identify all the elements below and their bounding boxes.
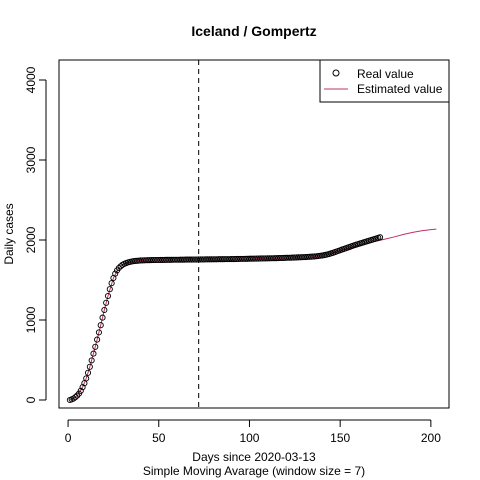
- real-value-point: [72, 394, 79, 401]
- real-value-point: [74, 392, 81, 399]
- real-value-point: [92, 343, 99, 350]
- real-value-point: [101, 306, 108, 314]
- chart-subtitle: Simple Moving Avarage (window size = 7): [143, 464, 365, 478]
- real-value-point: [70, 395, 77, 402]
- real-value-point: [99, 314, 106, 321]
- x-tick-label: 150: [330, 431, 350, 445]
- real-value-point: [77, 387, 84, 394]
- legend-box: [319, 59, 450, 103]
- real-value-point: [103, 299, 110, 306]
- y-tick-label: 2000: [24, 226, 38, 253]
- x-tick-label: 50: [152, 431, 166, 445]
- real-value-point: [88, 357, 95, 364]
- x-tick-label: 200: [421, 431, 441, 445]
- real-value-point: [97, 322, 104, 329]
- x-tick-label: 100: [239, 431, 259, 445]
- real-value-point: [104, 292, 112, 300]
- legend-real-label: Real value: [357, 67, 414, 81]
- y-tick-label: 4000: [24, 66, 38, 93]
- real-value-point: [90, 350, 97, 357]
- real-value-point: [83, 375, 90, 382]
- real-value-point: [115, 264, 122, 272]
- y-tick-label: 0: [24, 396, 38, 403]
- estimated-series: [69, 228, 437, 401]
- y-axis: 0 1000 2000 3000 4000: [24, 66, 47, 403]
- x-axis-label: Days since 2020-03-13: [192, 450, 316, 464]
- real-value-point: [377, 234, 384, 241]
- legend-real-marker: [332, 69, 340, 77]
- estimated-value-line: [69, 228, 437, 401]
- legend-estimated-label: Estimated value: [357, 82, 443, 96]
- real-value-point: [86, 363, 93, 370]
- y-tick-label: 3000: [24, 146, 38, 173]
- real-value-point: [95, 329, 102, 336]
- real-value-point: [112, 270, 119, 277]
- x-axis: 0 50 100 150 200: [65, 419, 441, 445]
- real-value-point: [84, 369, 92, 376]
- plot-frame: [58, 59, 450, 409]
- real-value-point: [106, 286, 113, 293]
- chart-title: Iceland / Gompertz: [191, 23, 316, 39]
- x-tick-label: 0: [65, 431, 72, 445]
- real-series: [66, 234, 384, 404]
- y-axis-label: Daily cases: [2, 203, 16, 264]
- legend: Real value Estimated value: [319, 59, 450, 103]
- real-value-point: [108, 280, 115, 287]
- real-value-point: [94, 336, 101, 343]
- plot-area: [58, 59, 450, 409]
- y-tick-label: 1000: [24, 306, 38, 333]
